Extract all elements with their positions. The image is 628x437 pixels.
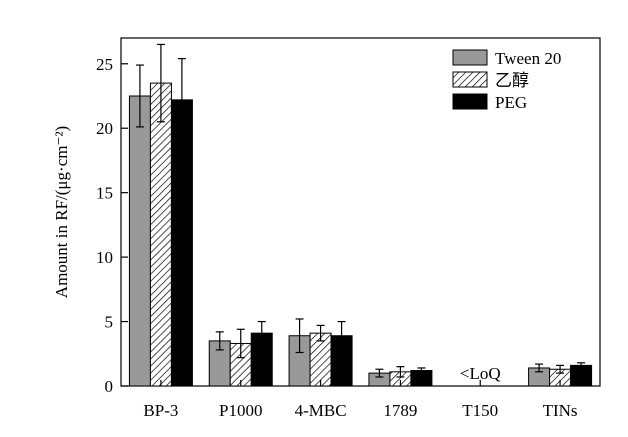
x-tick-label: P1000 bbox=[219, 401, 262, 420]
x-tick-label: TINs bbox=[543, 401, 578, 420]
y-tick-label: 0 bbox=[105, 377, 114, 396]
legend-label: 乙醇 bbox=[495, 71, 529, 90]
y-tick-label: 25 bbox=[96, 55, 113, 74]
x-tick-label: T150 bbox=[462, 401, 498, 420]
x-tick-label: 1789 bbox=[383, 401, 417, 420]
x-tick-label: BP-3 bbox=[143, 401, 178, 420]
y-tick-label: 10 bbox=[96, 248, 113, 267]
legend-label: PEG bbox=[495, 93, 527, 112]
bar bbox=[170, 99, 193, 387]
legend: Tween 20 乙醇 PEG bbox=[452, 49, 561, 112]
y-tick-label: 20 bbox=[96, 119, 113, 138]
y-axis-title: Amount in RF/(μg·cm⁻²) bbox=[52, 126, 71, 298]
annotation-label: <LoQ bbox=[460, 364, 501, 383]
legend-swatch bbox=[452, 49, 488, 66]
legend-swatch bbox=[452, 71, 488, 88]
plot-area: 0 5 10 15 20 25 Amount in RF/(μg·cm⁻²) BP-3 P100… bbox=[52, 37, 601, 420]
legend-label: Tween 20 bbox=[495, 49, 561, 68]
legend-swatch bbox=[452, 93, 488, 110]
plot-frame bbox=[120, 37, 601, 387]
bar bbox=[149, 82, 172, 387]
y-tick-label: 5 bbox=[105, 313, 114, 332]
y-tick-label: 15 bbox=[96, 184, 113, 203]
bar bbox=[128, 95, 151, 387]
x-tick-label: 4-MBC bbox=[295, 401, 347, 420]
